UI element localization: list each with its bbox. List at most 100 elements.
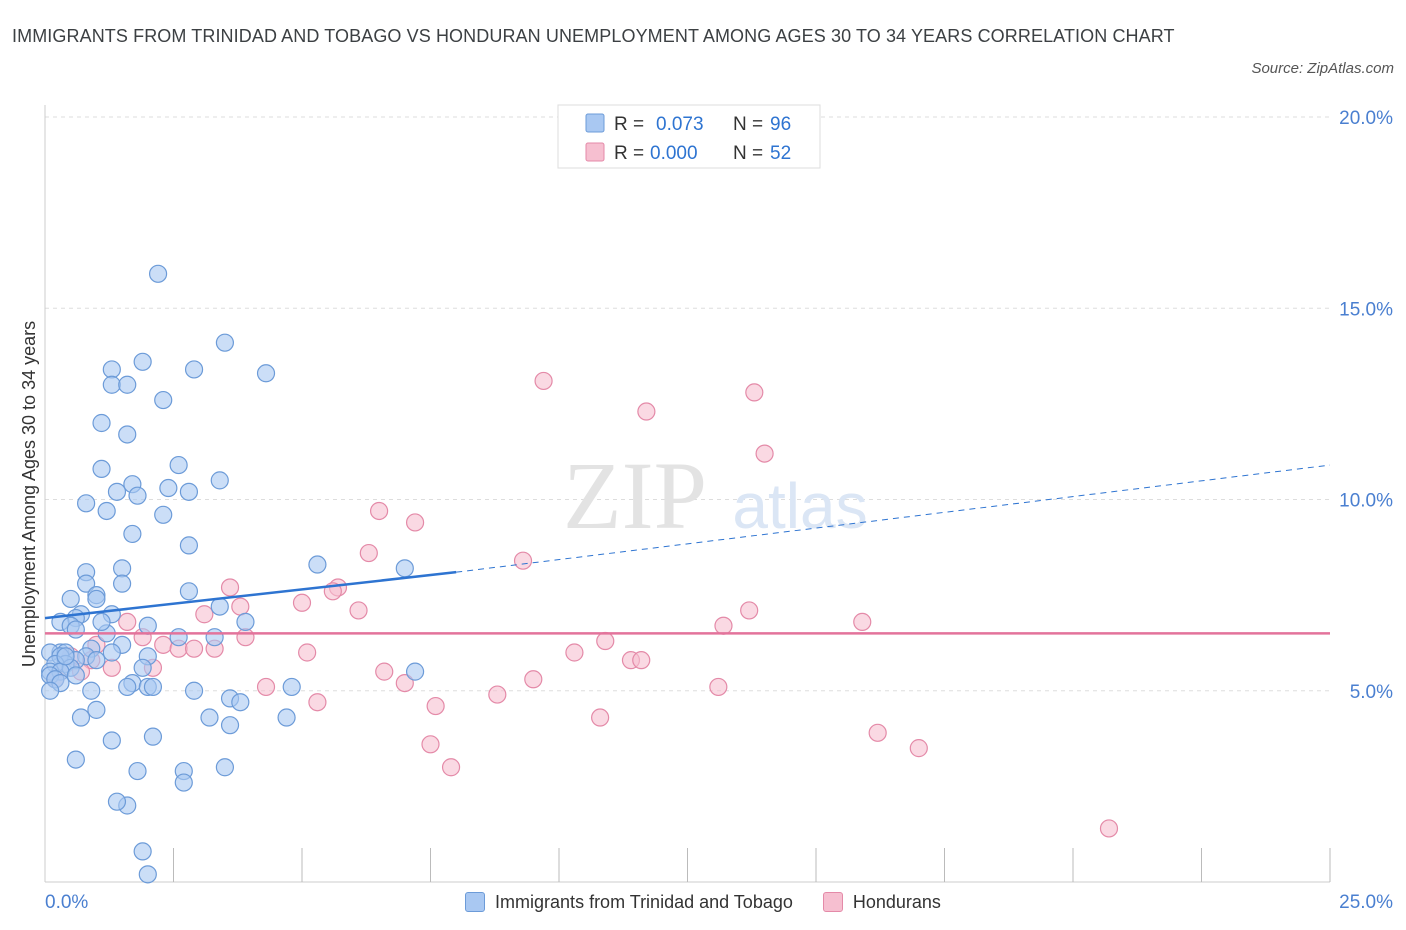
legend: Immigrants from Trinidad and Tobago Hond… — [0, 888, 1406, 916]
data-point — [231, 693, 250, 712]
data-point — [102, 375, 121, 394]
watermark-atlas: atlas — [732, 470, 867, 542]
data-point — [102, 731, 121, 750]
data-point — [282, 677, 301, 697]
data-point — [107, 792, 127, 811]
data-point — [138, 865, 157, 884]
data-point — [159, 478, 178, 498]
data-point — [112, 559, 132, 578]
watermark-zip: ZIP — [563, 442, 707, 549]
data-point — [133, 658, 152, 677]
data-point — [118, 612, 137, 632]
data-point — [118, 375, 137, 394]
legend-swatch-pink — [822, 892, 843, 912]
y-tick-label: 20.0% — [1339, 108, 1393, 129]
data-point — [220, 578, 240, 597]
data-point — [426, 696, 445, 716]
data-point — [184, 360, 204, 379]
data-point — [1099, 819, 1119, 838]
stats-n-label: N = — [733, 143, 763, 164]
data-point — [565, 643, 584, 662]
data-point — [909, 739, 928, 758]
data-point — [395, 673, 414, 693]
data-point — [236, 612, 255, 632]
data-point — [524, 670, 543, 689]
data-point — [755, 444, 774, 463]
y-tick-label: 5.0% — [1350, 682, 1393, 703]
data-point — [154, 390, 173, 410]
data-point — [66, 750, 85, 769]
stats-r-label: R = — [614, 143, 644, 164]
data-point — [184, 639, 204, 658]
data-point — [128, 486, 147, 505]
data-point — [591, 708, 610, 727]
data-point — [179, 482, 199, 501]
stats-r-value: 0.000 — [650, 143, 698, 164]
data-point — [421, 735, 440, 754]
stats-legend: R = 0.073 N = 96 R = 0.000 N = 52 — [557, 104, 821, 169]
data-point — [256, 677, 276, 697]
data-point — [92, 612, 111, 632]
data-point — [868, 723, 887, 742]
data-point — [143, 677, 163, 697]
data-point — [277, 708, 296, 727]
y-tick-label: 15.0% — [1339, 299, 1393, 320]
x-tick-label: 0.0% — [45, 892, 88, 913]
data-point — [102, 658, 121, 677]
data-point — [179, 536, 199, 555]
data-point — [370, 501, 389, 521]
data-point — [513, 551, 533, 570]
data-point — [220, 716, 240, 735]
data-point — [740, 601, 759, 620]
data-point — [534, 371, 553, 391]
tick-labels: 5.0% 10.0% 15.0% 20.0% 0.0% 25.0% — [45, 108, 1393, 913]
data-point — [745, 383, 764, 402]
data-point — [77, 574, 96, 593]
data-point — [231, 597, 250, 616]
data-point — [97, 501, 116, 521]
data-point — [66, 620, 85, 639]
data-point — [308, 693, 327, 712]
legend-swatch-blue — [465, 892, 486, 912]
data-point — [87, 651, 106, 670]
data-point — [853, 612, 872, 632]
data-point — [133, 352, 152, 371]
data-point — [210, 597, 229, 616]
data-point — [215, 333, 234, 352]
data-point — [195, 605, 214, 624]
data-point — [184, 681, 204, 700]
data-point — [87, 700, 106, 719]
y-axis-label: Unemployment Among Ages 30 to 34 years — [19, 321, 39, 667]
watermark: ZIP atlas — [563, 442, 868, 549]
data-point — [375, 662, 394, 681]
data-point — [256, 364, 276, 383]
data-point — [77, 494, 96, 513]
data-point — [154, 635, 173, 654]
data-point — [395, 559, 414, 578]
data-point — [169, 455, 188, 475]
data-point — [148, 264, 168, 283]
data-point — [488, 685, 507, 704]
chart-title: IMMIGRANTS FROM TRINIDAD AND TOBAGO VS H… — [12, 26, 1175, 46]
stats-n-value: 96 — [770, 114, 791, 135]
x-tick-label: 25.0% — [1339, 892, 1393, 913]
data-point — [236, 628, 255, 647]
data-point — [107, 482, 127, 501]
data-point — [405, 662, 425, 681]
data-point — [143, 727, 163, 746]
data-point — [205, 628, 224, 647]
legend-item-hondurans[interactable]: Hondurans — [822, 888, 941, 916]
data-point — [349, 601, 368, 620]
trend-line-trinidad-tobago — [44, 570, 457, 620]
data-point — [308, 555, 327, 574]
data-point — [112, 574, 132, 593]
data-point — [123, 524, 142, 544]
data-point — [200, 708, 219, 727]
stats-n-value: 52 — [770, 143, 791, 164]
data-point — [292, 593, 312, 612]
legend-item-trinidad-tobago[interactable]: Immigrants from Trinidad and Tobago — [465, 888, 793, 916]
source-label: Source: ZipAtlas.com — [1251, 60, 1394, 77]
data-point — [210, 471, 229, 490]
data-point — [169, 628, 188, 647]
